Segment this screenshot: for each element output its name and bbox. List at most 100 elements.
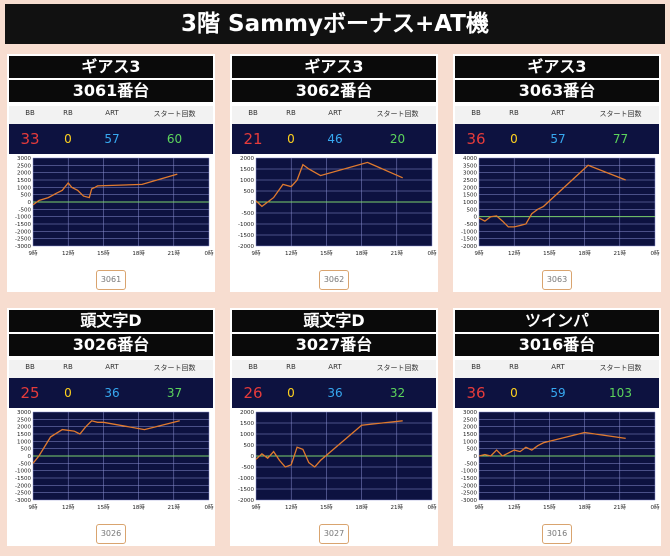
bb-count: 36 (466, 130, 486, 148)
y-tick-label: 500 (467, 207, 478, 213)
rb-count: 0 (287, 386, 295, 400)
header-bb: BB (25, 109, 35, 117)
y-tick-label: -1000 (238, 476, 254, 482)
y-tick-label: 1500 (463, 432, 477, 438)
stats-table: BB RB ART スタート回数 33 0 57 60 (9, 106, 213, 154)
y-tick-label: 1500 (17, 432, 31, 438)
machine-number: 3016番台 (455, 334, 659, 356)
y-tick-label: -500 (242, 211, 255, 217)
x-tick-label: 0時 (651, 249, 660, 257)
machine-panel: 頭文字D 3027番台 BB RB ART スタート回数 26 0 36 32 … (230, 308, 438, 546)
y-tick-label: 500 (21, 193, 32, 199)
machine-panel: ツインパ 3016番台 BB RB ART スタート回数 36 0 59 103… (453, 308, 661, 546)
y-tick-label: 0 (474, 454, 478, 460)
y-tick-label: -1500 (15, 476, 31, 482)
y-tick-label: -500 (465, 461, 478, 467)
x-tick-label: 0時 (205, 503, 214, 511)
slump-line (255, 161, 403, 208)
y-tick-label: 1000 (17, 185, 31, 191)
rb-count: 0 (64, 132, 72, 146)
start-count: 32 (389, 386, 406, 400)
header-art: ART (105, 363, 119, 371)
machine-link-button[interactable]: 3027 (319, 524, 349, 544)
x-tick-label: 12時 (508, 503, 521, 511)
y-tick-label: -1500 (238, 233, 254, 239)
header-art: ART (328, 109, 342, 117)
x-tick-label: 15時 (320, 503, 333, 511)
header-start: スタート回数 (376, 110, 419, 118)
x-tick-label: 12時 (62, 249, 75, 257)
y-tick-label: 0 (28, 454, 32, 460)
stats-values: 36 0 57 77 (455, 124, 659, 154)
header-rb: RB (286, 109, 296, 117)
stats-values: 36 0 59 103 (455, 378, 659, 408)
y-tick-label: 500 (244, 443, 255, 449)
machine-number: 3061番台 (9, 80, 213, 102)
x-tick-label: 12時 (285, 503, 298, 511)
slump-line (255, 420, 403, 468)
machine-link-button[interactable]: 3061 (96, 270, 126, 290)
x-tick-label: 18時 (355, 503, 368, 511)
y-tick-label: -500 (19, 207, 32, 213)
bb-count: 26 (243, 384, 263, 402)
x-tick-label: 0時 (428, 249, 437, 257)
header-rb: RB (509, 109, 519, 117)
header-art: ART (551, 109, 565, 117)
machine-link-button[interactable]: 3063 (542, 270, 572, 290)
header-rb: RB (509, 363, 519, 371)
x-tick-label: 15時 (543, 503, 556, 511)
y-tick-label: 500 (467, 447, 478, 453)
x-tick-label: 21時 (614, 249, 627, 257)
art-count: 57 (550, 132, 566, 146)
y-tick-label: -500 (465, 222, 478, 228)
x-tick-label: 21時 (614, 503, 627, 511)
x-tick-label: 15時 (97, 503, 110, 511)
machine-link-button[interactable]: 3062 (319, 270, 349, 290)
y-tick-label: -1500 (461, 237, 477, 243)
rb-count: 0 (510, 386, 518, 400)
x-tick-label: 21時 (168, 249, 181, 257)
y-tick-label: -2000 (461, 483, 477, 489)
y-tick-label: -1500 (15, 222, 31, 228)
bb-count: 36 (466, 384, 486, 402)
y-tick-label: -500 (19, 461, 32, 467)
y-tick-label: 2000 (17, 425, 31, 431)
y-tick-label: 2500 (17, 163, 31, 169)
x-tick-label: 0時 (205, 249, 214, 257)
x-tick-label: 9時 (252, 249, 261, 257)
slump-line (32, 420, 180, 464)
y-tick-label: -2000 (15, 483, 31, 489)
header-rb: RB (63, 363, 73, 371)
machine-name: 頭文字D (9, 310, 213, 332)
slump-chart: 300025002000150010005000-500-1000-1500-2… (461, 410, 660, 511)
x-tick-label: 15時 (97, 249, 110, 257)
stats-table: BB RB ART スタート回数 21 0 46 20 (232, 106, 436, 154)
rb-count: 0 (287, 132, 295, 146)
y-tick-label: -2000 (15, 229, 31, 235)
machine-link-button[interactable]: 3026 (96, 524, 126, 544)
y-tick-label: -2500 (15, 491, 31, 497)
machine-number: 3062番台 (232, 80, 436, 102)
header-bb: BB (248, 363, 258, 371)
y-tick-label: 3000 (17, 410, 31, 416)
machine-link-button[interactable]: 3016 (542, 524, 572, 544)
y-tick-label: 2000 (240, 156, 254, 162)
machine-name: ギアス3 (232, 56, 436, 78)
x-tick-label: 9時 (475, 249, 484, 257)
x-tick-label: 9時 (252, 503, 261, 511)
y-tick-label: 0 (251, 454, 255, 460)
art-count: 36 (104, 386, 120, 400)
x-tick-label: 9時 (475, 503, 484, 511)
header-rb: RB (286, 363, 296, 371)
x-tick-label: 21時 (391, 503, 404, 511)
header-art: ART (551, 363, 565, 371)
x-tick-label: 18時 (355, 249, 368, 257)
header-art: ART (105, 109, 119, 117)
y-tick-label: 1000 (17, 439, 31, 445)
stats-table: BB RB ART スタート回数 26 0 36 32 (232, 360, 436, 408)
header-bb: BB (248, 109, 258, 117)
art-count: 59 (550, 386, 566, 400)
machine-name: ギアス3 (455, 56, 659, 78)
x-tick-label: 18時 (132, 249, 145, 257)
